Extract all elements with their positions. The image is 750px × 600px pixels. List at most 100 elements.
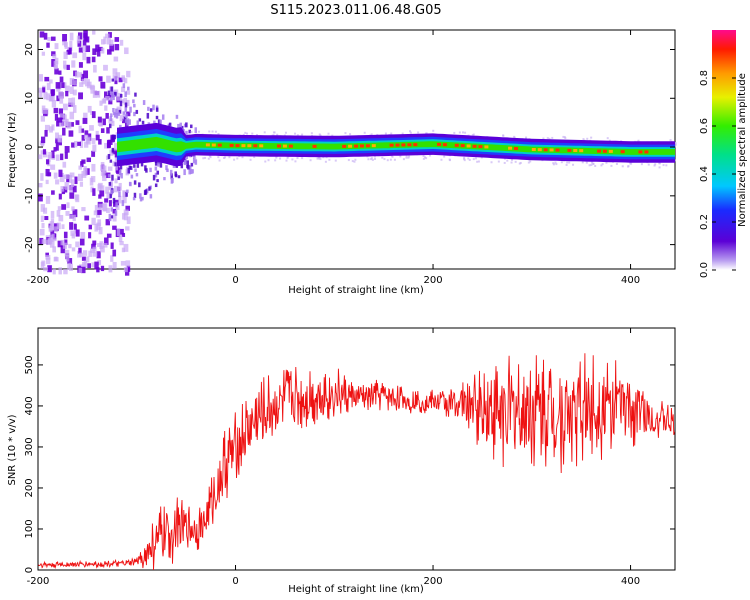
spectrogram-noise-cell	[190, 169, 193, 175]
spectrogram-noise-cell	[106, 37, 111, 45]
spectrogram-noise-cell	[159, 162, 163, 168]
spectrogram-noise-cell	[75, 194, 80, 203]
spectrogram-noise-cell	[100, 128, 105, 133]
spectrogram-peak-cell	[602, 149, 607, 153]
spectrogram-halo-cell	[334, 159, 337, 162]
spectrogram-peak-cell	[442, 143, 447, 147]
spectrogram-noise-cell	[128, 165, 132, 170]
spectrogram-noise-cell	[59, 113, 65, 118]
spectrogram-noise-cell	[104, 198, 109, 203]
snr-y-label: SNR (10 * v/v)	[7, 414, 18, 485]
spectrogram-halo-cell	[316, 157, 319, 160]
spectrogram-noise-cell	[112, 197, 116, 204]
spectrogram-noise-cell	[118, 191, 121, 198]
spectrogram-noise-cell	[97, 210, 102, 215]
spectrogram-peak-cell	[472, 144, 477, 148]
spectrogram-noise-cell	[47, 265, 52, 273]
spectrogram-noise-cell	[56, 95, 60, 102]
spectrogram-noise-cell	[90, 186, 94, 193]
spectrogram-noise-cell	[97, 116, 102, 123]
spectrogram-noise-cell	[54, 113, 59, 121]
spectrogram-noise-cell	[107, 166, 113, 171]
spectrogram-noise-cell	[105, 95, 110, 101]
spectrogram-noise-cell	[125, 168, 129, 176]
spectrogram-noise-cell	[67, 49, 71, 55]
spectrogram-halo-cell	[402, 158, 405, 161]
spectrogram-noise-cell	[119, 165, 123, 170]
spectrogram-noise-cell	[58, 134, 63, 143]
spectrogram-peak-cell	[537, 148, 542, 152]
spectrogram-noise-cell	[185, 130, 188, 137]
spectrogram-halo-cell	[324, 160, 327, 163]
spectrogram-noise-cell	[67, 258, 73, 264]
spectrogram-noise-cell	[63, 41, 68, 48]
spectrogram-noise-cell	[117, 112, 120, 116]
spectrogram-y-tick-label: -10	[24, 188, 35, 204]
spectrogram-noise-cell	[90, 248, 95, 254]
spectrogram-halo-cell	[448, 158, 451, 161]
spectrogram-peak-cell	[644, 150, 649, 154]
spectrogram-noise-cell	[42, 108, 48, 114]
spectrogram-noise-cell	[88, 232, 92, 239]
spectrogram-halo-cell	[506, 159, 509, 162]
spectrogram-noise-cell	[60, 153, 64, 161]
spectrogram-noise-cell	[157, 119, 161, 126]
spectrogram-noise-cell	[157, 162, 160, 167]
spectrogram-noise-cell	[52, 268, 56, 275]
spectrogram-noise-cell	[92, 30, 96, 35]
spectrogram-noise-cell	[62, 103, 68, 111]
spectrogram-noise-cell	[55, 82, 61, 89]
spectrogram-noise-cell	[85, 45, 91, 53]
spectrogram-noise-cell	[188, 168, 191, 175]
spectrogram-noise-cell	[106, 233, 112, 238]
spectrogram-noise-cell	[45, 179, 49, 185]
spectrogram-noise-cell	[61, 204, 67, 210]
spectrogram-noise-cell	[125, 226, 130, 231]
spectrogram-noise-cell	[139, 197, 143, 202]
spectrogram-noise-cell	[92, 251, 98, 257]
spectrogram-halo-cell	[503, 161, 506, 164]
spectrogram-noise-cell	[115, 72, 121, 79]
spectrogram-halo-cell	[425, 157, 428, 160]
spectrogram-halo-cell	[463, 156, 466, 159]
spectrogram-peak-cell	[359, 144, 364, 148]
spectrogram-noise-cell	[69, 263, 73, 271]
spectrogram-noise-cell	[183, 159, 187, 166]
spectrogram-noise-cell	[123, 97, 128, 105]
spectrogram-halo-cell	[190, 131, 193, 134]
spectrogram-halo-cell	[207, 157, 210, 160]
spectrogram-halo-cell	[367, 158, 370, 161]
spectrogram-noise-cell	[78, 165, 82, 170]
spectrogram-noise-cell	[156, 170, 160, 175]
spectrogram-halo-cell	[572, 163, 575, 166]
spectrogram-noise-cell	[45, 159, 50, 165]
spectrogram-noise-cell	[91, 163, 96, 172]
spectrogram-noise-cell	[96, 267, 100, 273]
spectrogram-noise-cell	[55, 154, 60, 161]
snr-x-ticks: -200 0 200 400	[27, 328, 640, 587]
spectrogram-noise-cell	[97, 120, 103, 126]
spectrogram-noise-cell	[97, 49, 101, 57]
snr-x-tick-label: 200	[423, 576, 442, 587]
spectrogram-noise-cell	[119, 100, 123, 107]
spectrogram-noise-cell	[111, 120, 115, 127]
spectrogram-halo-cell	[370, 133, 373, 136]
snr-x-tick-label: 0	[232, 576, 238, 587]
spectrogram-halo-cell	[615, 162, 618, 165]
spectrogram-noise-cell	[63, 268, 68, 275]
spectrogram-noise-cell	[110, 207, 114, 212]
spectrogram-halo-cell	[301, 133, 304, 136]
spectrogram-noise-cell	[99, 100, 103, 106]
spectrogram-noise-cell	[108, 200, 112, 207]
spectrogram-noise-cell	[132, 99, 135, 104]
spectrogram-noise-cell	[123, 209, 129, 216]
spectrogram-noise-cell	[48, 95, 54, 102]
spectrogram-halo-cell	[440, 158, 443, 161]
spectrogram-noise-cell	[95, 44, 100, 52]
spectrogram-noise-cell	[39, 237, 44, 245]
spectrogram-noise-cell	[65, 85, 70, 93]
spectrogram-halo-cell	[381, 156, 384, 159]
spectrogram-noise-cell	[78, 92, 83, 100]
spectrogram-noise-cell	[114, 92, 117, 96]
spectrogram-noise-cell	[70, 179, 75, 188]
